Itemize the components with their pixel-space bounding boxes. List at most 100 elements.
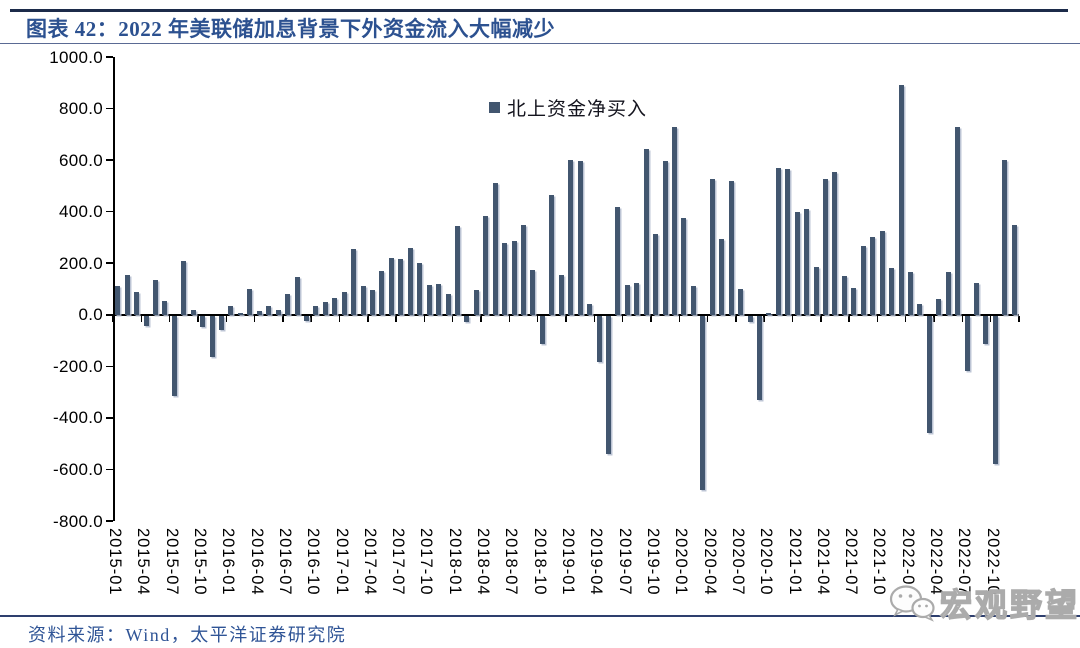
bar (577, 161, 583, 315)
bar (209, 315, 215, 357)
bar (219, 315, 225, 330)
x-axis-label: 2021-04 (813, 528, 832, 596)
bar (341, 291, 347, 315)
bar (256, 310, 262, 315)
bar (483, 215, 489, 315)
x-axis-label: 2020-10 (757, 528, 776, 596)
bar (794, 211, 800, 315)
bar (936, 299, 942, 315)
y-axis-label: -600.0 (52, 459, 103, 479)
x-axis-label: 2018-10 (530, 528, 549, 596)
x-axis-tick (820, 315, 822, 322)
x-axis-label: 2021-10 (870, 528, 889, 596)
bar (502, 242, 508, 315)
bar (681, 218, 687, 315)
bar (228, 305, 234, 315)
bar (558, 274, 564, 315)
x-axis-tick (112, 315, 114, 322)
bar (756, 315, 762, 400)
bar (917, 304, 923, 315)
x-axis-tick (253, 315, 256, 322)
x-axis-label: 2015-01 (106, 528, 124, 596)
x-axis-tick (225, 315, 227, 322)
bar (747, 315, 753, 323)
bar (322, 301, 328, 315)
bar (596, 315, 602, 363)
source-text: 资料来源：Wind，太平洋证券研究院 (28, 625, 347, 645)
legend-marker-square (489, 102, 500, 113)
x-axis-tick (961, 315, 964, 322)
bar (587, 304, 593, 315)
x-axis-line (113, 313, 1019, 316)
x-axis-tick (593, 315, 595, 322)
bar (313, 305, 319, 315)
bar (200, 315, 206, 328)
bar (152, 279, 158, 315)
bar (898, 85, 904, 315)
x-axis-label: 2017-01 (332, 528, 351, 596)
bar (624, 285, 630, 315)
x-axis-tick (423, 315, 426, 322)
x-axis-tick (168, 315, 171, 322)
bar (841, 276, 847, 315)
x-axis-tick (536, 315, 539, 322)
y-axis-label: 1000.0 (49, 47, 103, 67)
x-axis-tick (282, 315, 284, 322)
bar (143, 315, 149, 327)
bar (124, 274, 130, 315)
bar (709, 179, 715, 315)
x-axis-tick (621, 315, 624, 322)
x-axis-label: 2017-10 (417, 528, 436, 596)
x-axis-tick (480, 315, 482, 322)
x-axis-label: 2019-10 (643, 528, 662, 596)
x-axis-label: 2020-01 (672, 528, 691, 596)
bar (823, 179, 829, 315)
bar (653, 233, 659, 315)
bar (473, 290, 479, 315)
bar (719, 238, 725, 315)
bar (889, 268, 895, 315)
bar (134, 291, 140, 315)
y-axis-tick (106, 468, 113, 471)
y-axis-line (113, 57, 115, 521)
x-axis-tick (508, 315, 511, 322)
y-axis-label: 200.0 (58, 253, 103, 273)
x-axis-tick (791, 315, 794, 322)
x-axis-label: 2015-07 (162, 528, 181, 596)
bar (983, 315, 989, 345)
bar (294, 277, 300, 315)
bar (285, 294, 291, 315)
bar (530, 269, 536, 315)
bar (370, 290, 376, 315)
x-axis-label: 2016-01 (219, 528, 238, 596)
title-divider (0, 43, 1080, 45)
bar (511, 241, 517, 315)
bar (728, 180, 734, 315)
bar (672, 126, 678, 315)
x-axis-tick (140, 315, 142, 322)
bar (351, 249, 357, 315)
x-axis-label: 2018-01 (445, 528, 464, 596)
footer-rule (0, 615, 1080, 617)
bar (974, 282, 980, 315)
x-axis-label: 2016-10 (304, 528, 323, 596)
bar (605, 315, 611, 454)
y-axis-tick (106, 210, 113, 213)
x-axis-tick (678, 315, 680, 322)
x-axis-label: 2018-04 (474, 528, 493, 596)
x-axis-tick (452, 315, 454, 322)
bar (813, 267, 819, 315)
bar (568, 160, 574, 315)
x-axis-label: 2018-07 (502, 528, 521, 596)
y-axis-label: -200.0 (52, 356, 103, 376)
bar (492, 183, 498, 315)
wechat-icon (889, 585, 935, 622)
x-axis-tick (763, 315, 765, 322)
y-axis-label: -400.0 (52, 408, 103, 428)
x-axis-tick (565, 315, 567, 322)
bar (171, 315, 177, 396)
watermark-label: 宏观野望 (939, 586, 1080, 623)
bar (332, 298, 338, 315)
x-axis-label: 2015-04 (134, 528, 153, 596)
bar (247, 289, 253, 315)
